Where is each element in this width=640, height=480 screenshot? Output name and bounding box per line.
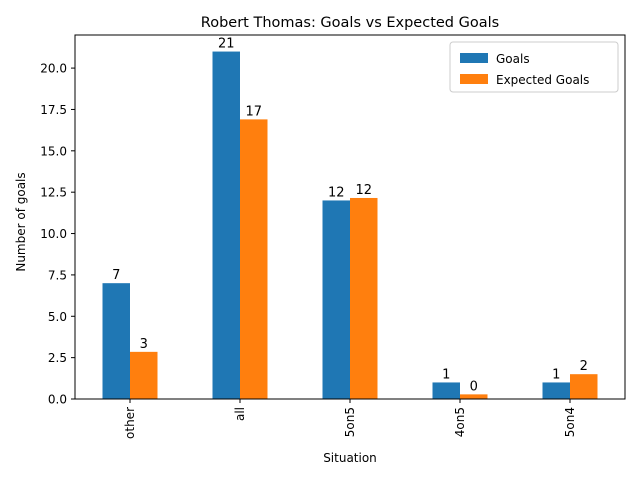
bars-layer: 7 21 12 1 1 3 17 12 0 2 [102, 37, 598, 400]
bar-goals-4on5 [432, 382, 460, 399]
bar-value-label: 3 [140, 337, 148, 352]
legend-label-goals: Goals [496, 52, 530, 66]
bar-goals-other [102, 283, 130, 399]
legend: Goals Expected Goals [449, 41, 619, 93]
y-tick-label: 0.0 [48, 393, 67, 407]
bar-value-label: 21 [218, 37, 235, 52]
bar-expected-goals-5on4 [570, 374, 598, 399]
legend-swatch-goals [460, 53, 488, 63]
y-axis-label: Number of goals [14, 172, 28, 271]
bar-value-label: 7 [112, 268, 120, 283]
y-tick-label: 5.0 [48, 310, 67, 324]
x-axis-label: Situation [323, 451, 377, 465]
bar-expected-goals-all [240, 119, 268, 399]
bar-expected-goals-5on5 [350, 197, 378, 399]
x-tick-label-5on5: 5on5 [343, 407, 357, 437]
y-tick-label: 7.5 [48, 268, 67, 282]
axes-layer: 0.0 2.5 5.0 7.5 10.0 12.5 15.0 17.5 20.0 other all… [40, 34, 626, 439]
bar-goals-5on5 [322, 200, 350, 399]
chart-title: Robert Thomas: Goals vs Expected Goals [201, 15, 499, 31]
y-tick-label: 15.0 [40, 144, 67, 158]
bar-goals-5on4 [542, 382, 570, 399]
y-tick-label: 17.5 [40, 103, 67, 117]
x-tick-label-4on5: 4on5 [453, 407, 467, 437]
y-tick-label: 2.5 [48, 351, 67, 365]
legend-label-expected-goals: Expected Goals [496, 73, 589, 87]
bar-goals-all [212, 51, 240, 400]
x-tick-label-5on4: 5on4 [563, 407, 577, 437]
bar-expected-goals-4on5 [460, 394, 488, 399]
bar-value-label: 0 [470, 379, 478, 394]
bar-value-label: 12 [328, 185, 345, 200]
legend-box [449, 41, 619, 93]
bar-value-label: 12 [355, 183, 372, 198]
bar-value-label: 17 [245, 104, 262, 119]
bar-expected-goals-other [130, 351, 158, 399]
y-tick-label: 10.0 [40, 227, 67, 241]
legend-swatch-expected-goals [460, 74, 488, 84]
y-tick-label: 20.0 [40, 62, 67, 76]
x-tick-label-all: all [233, 407, 247, 421]
bar-value-label: 1 [442, 367, 450, 382]
bar-value-label: 1 [552, 367, 560, 382]
y-tick-label: 12.5 [40, 186, 67, 200]
bar-value-label: 2 [580, 359, 588, 374]
x-tick-label-other: other [123, 407, 137, 439]
